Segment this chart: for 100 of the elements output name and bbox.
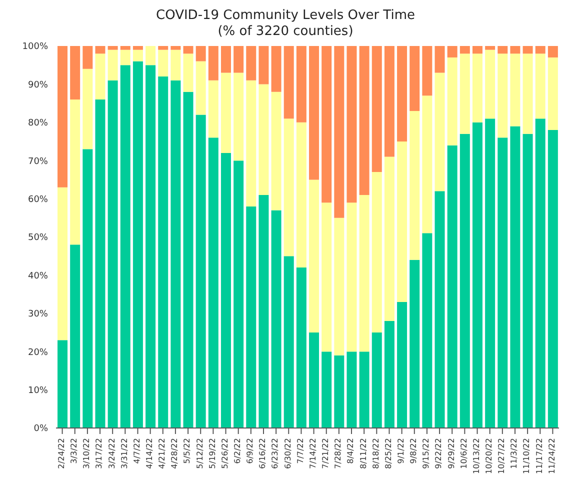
y-tick-label: 70% [28, 156, 48, 167]
bar [384, 156, 394, 322]
bar [146, 46, 156, 66]
bar [522, 134, 533, 428]
x-tick-label: 9/1/22 [396, 438, 406, 464]
bar [498, 138, 508, 428]
bar [510, 46, 520, 54]
bar [271, 210, 282, 428]
x-tick-label: 3/17/22 [94, 438, 104, 469]
bar [258, 84, 269, 195]
chart-subtitle: (% of 3220 counties) [216, 24, 354, 40]
bar [485, 46, 496, 50]
bar [271, 46, 282, 92]
x-tick-label: 10/20/22 [484, 438, 494, 474]
bar [447, 46, 458, 58]
bar [220, 46, 231, 73]
x-tick-label: 10/27/22 [497, 438, 506, 474]
x-tick-label: 2/24/22 [56, 438, 66, 469]
bar [158, 46, 168, 50]
bar [158, 76, 168, 428]
bar [208, 80, 218, 138]
bar [196, 114, 206, 428]
bar [460, 46, 470, 54]
x-tick-label: 8/11/22 [358, 438, 368, 469]
y-tick-label: 20% [28, 348, 48, 358]
bar [322, 352, 332, 428]
bar [208, 138, 218, 428]
x-tick-label: 7/21/22 [321, 438, 330, 469]
bar [510, 126, 520, 428]
bar [108, 80, 118, 428]
bar [220, 152, 231, 428]
bar [284, 46, 294, 119]
bar [535, 46, 546, 54]
y-tick-label: 0% [34, 424, 48, 434]
bar [359, 194, 370, 352]
bar [208, 46, 218, 80]
bar [548, 130, 558, 428]
bar [234, 46, 244, 73]
x-tick-label: 3/3/22 [70, 438, 79, 464]
x-tick-label: 3/31/22 [120, 438, 129, 469]
bar [158, 50, 168, 77]
bar [95, 99, 106, 428]
bar [246, 206, 256, 428]
x-tick-label: 6/30/22 [283, 438, 292, 469]
x-tick-label: 5/5/22 [182, 438, 192, 464]
x-tick-label: 10/6/22 [459, 438, 468, 469]
x-tick-label: 11/10/22 [522, 438, 532, 474]
bar [334, 355, 344, 428]
bar [372, 172, 382, 332]
bar [460, 54, 470, 134]
bar [372, 332, 382, 428]
x-tick-label: 7/7/22 [296, 438, 305, 464]
bar [522, 54, 533, 134]
bar [422, 233, 432, 428]
bar [108, 50, 118, 80]
y-tick-label: 10% [28, 386, 48, 396]
bar [322, 202, 332, 352]
bar [548, 57, 558, 130]
bar [384, 321, 394, 428]
x-tick-label: 4/7/22 [132, 438, 142, 464]
y-tick-label: 40% [28, 271, 48, 282]
bar [70, 244, 80, 428]
bar [322, 46, 332, 203]
bar [410, 46, 420, 111]
bar [58, 340, 68, 428]
bar [196, 61, 206, 115]
x-tick-label: 7/28/22 [334, 438, 343, 469]
bar [548, 46, 558, 58]
bar [58, 187, 68, 340]
x-tick-label: 10/13/22 [472, 438, 481, 474]
x-tick-label: 9/22/22 [434, 438, 444, 469]
bar [70, 99, 80, 245]
bar [120, 50, 130, 66]
bar [108, 46, 118, 50]
bar [120, 65, 130, 428]
bar [82, 68, 93, 150]
x-tick-label: 11/24/22 [547, 438, 556, 474]
bar [384, 46, 394, 157]
x-tick-label: 6/23/22 [270, 438, 280, 469]
bar [170, 46, 181, 50]
bar [234, 72, 244, 161]
bar [309, 180, 320, 332]
bar [284, 256, 294, 428]
bar [146, 65, 156, 428]
bar [170, 80, 181, 428]
x-tick-label: 3/24/22 [107, 438, 116, 469]
x-tick-label: 8/25/22 [384, 438, 393, 469]
bar [410, 260, 420, 428]
x-tick-label: 4/21/22 [158, 438, 167, 469]
bar [397, 142, 408, 302]
bar [70, 46, 80, 100]
bar [535, 54, 546, 119]
bar [359, 352, 370, 428]
bar [296, 46, 306, 122]
bar [258, 194, 269, 428]
bar [460, 134, 470, 428]
bar [234, 160, 244, 428]
bar [246, 80, 256, 206]
x-tick-label: 3/10/22 [82, 438, 92, 469]
bar [434, 72, 445, 192]
